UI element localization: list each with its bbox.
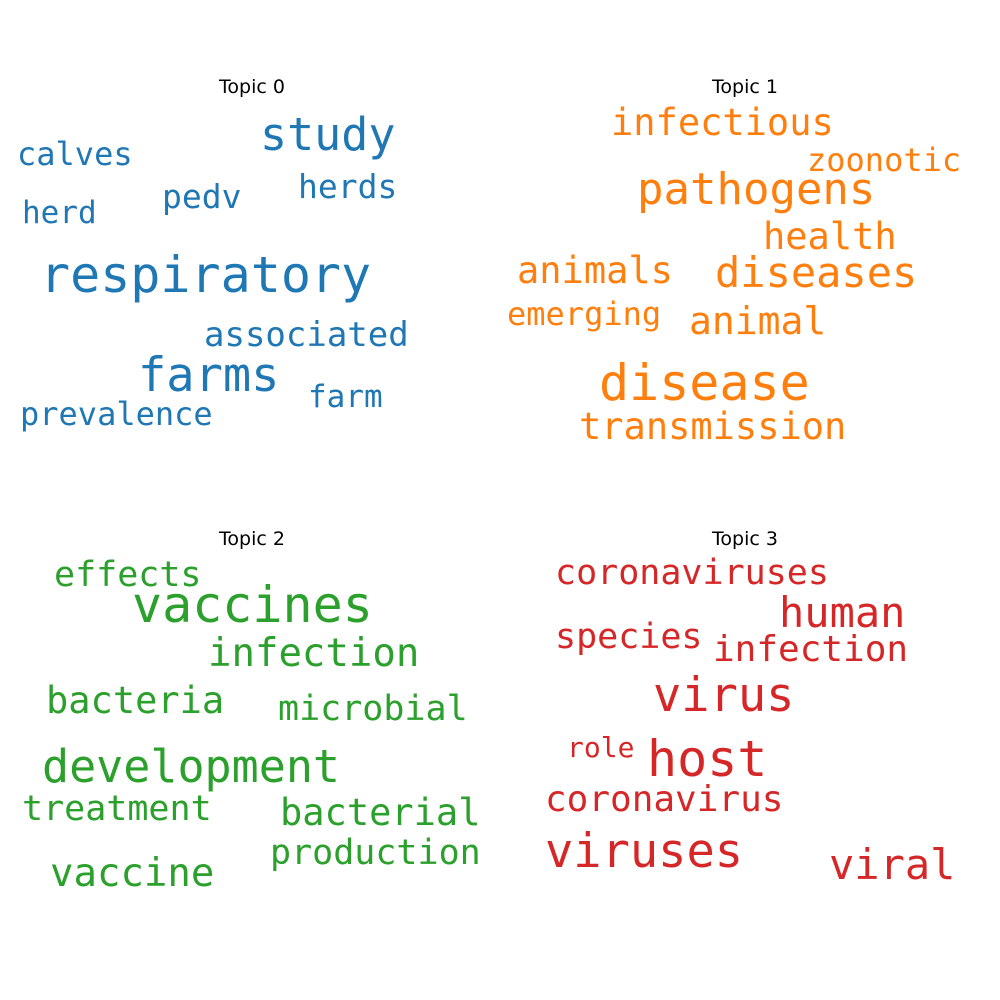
word: infection <box>208 631 420 676</box>
word: study <box>260 108 396 161</box>
word: bacteria <box>46 679 225 722</box>
word: treatment <box>22 789 212 829</box>
word: health <box>763 215 897 258</box>
topic-title: Topic 2 <box>219 528 285 550</box>
word: animals <box>517 249 673 292</box>
word: herd <box>22 195 97 231</box>
topic-title: Topic 1 <box>712 76 778 98</box>
word: production <box>270 833 481 873</box>
word: effects <box>54 555 202 595</box>
word: pedv <box>162 177 242 216</box>
word: diseases <box>715 248 918 297</box>
word: coronaviruses <box>555 553 829 593</box>
word-cloud: vaccines development infection vaccine bacte… <box>12 522 492 902</box>
word: bacterial <box>280 791 481 834</box>
word: disease <box>599 354 810 412</box>
topic-title: Topic 3 <box>712 528 778 550</box>
word: infectious <box>611 101 834 144</box>
word: calves <box>17 135 133 173</box>
word: viruses <box>545 824 744 879</box>
topic-panel-2: Topic 2 vaccines development infection vacc… <box>12 522 492 902</box>
topic-title: Topic 0 <box>219 76 285 98</box>
topic-panel-3: Topic 3 host virus viruses human viral infect… <box>505 522 985 902</box>
word: zoonotic <box>807 141 962 179</box>
word-cloud: respiratory farms study associated pedv herds… <box>12 70 492 450</box>
word-cloud: host virus viruses human viral infection coron… <box>505 522 985 902</box>
word: prevalence <box>20 395 213 433</box>
word: farms <box>138 348 280 403</box>
word: coronavirus <box>545 779 784 820</box>
word: species <box>555 617 703 657</box>
word: role <box>567 731 635 764</box>
word: development <box>42 740 341 793</box>
topic-panel-1: Topic 1 disease pathogens diseases animal tr… <box>505 70 985 450</box>
word: host <box>647 730 768 788</box>
word: vaccines <box>132 576 373 634</box>
word: virus <box>653 668 795 723</box>
word: emerging <box>507 295 662 333</box>
topic-panel-0: Topic 0 respiratory farms study associated p… <box>12 70 492 450</box>
word: respiratory <box>40 246 372 304</box>
word: animal <box>689 299 827 343</box>
word: herds <box>298 167 398 206</box>
word: infection <box>713 629 909 670</box>
word: viral <box>829 840 956 889</box>
word: microbial <box>278 689 468 729</box>
word: transmission <box>579 405 847 448</box>
word: associated <box>204 315 409 355</box>
word-cloud: disease pathogens diseases animal transmissi… <box>505 70 985 450</box>
word: human <box>779 588 906 637</box>
word: vaccine <box>50 851 215 896</box>
word: farm <box>308 379 383 415</box>
word: pathogens <box>637 164 876 215</box>
